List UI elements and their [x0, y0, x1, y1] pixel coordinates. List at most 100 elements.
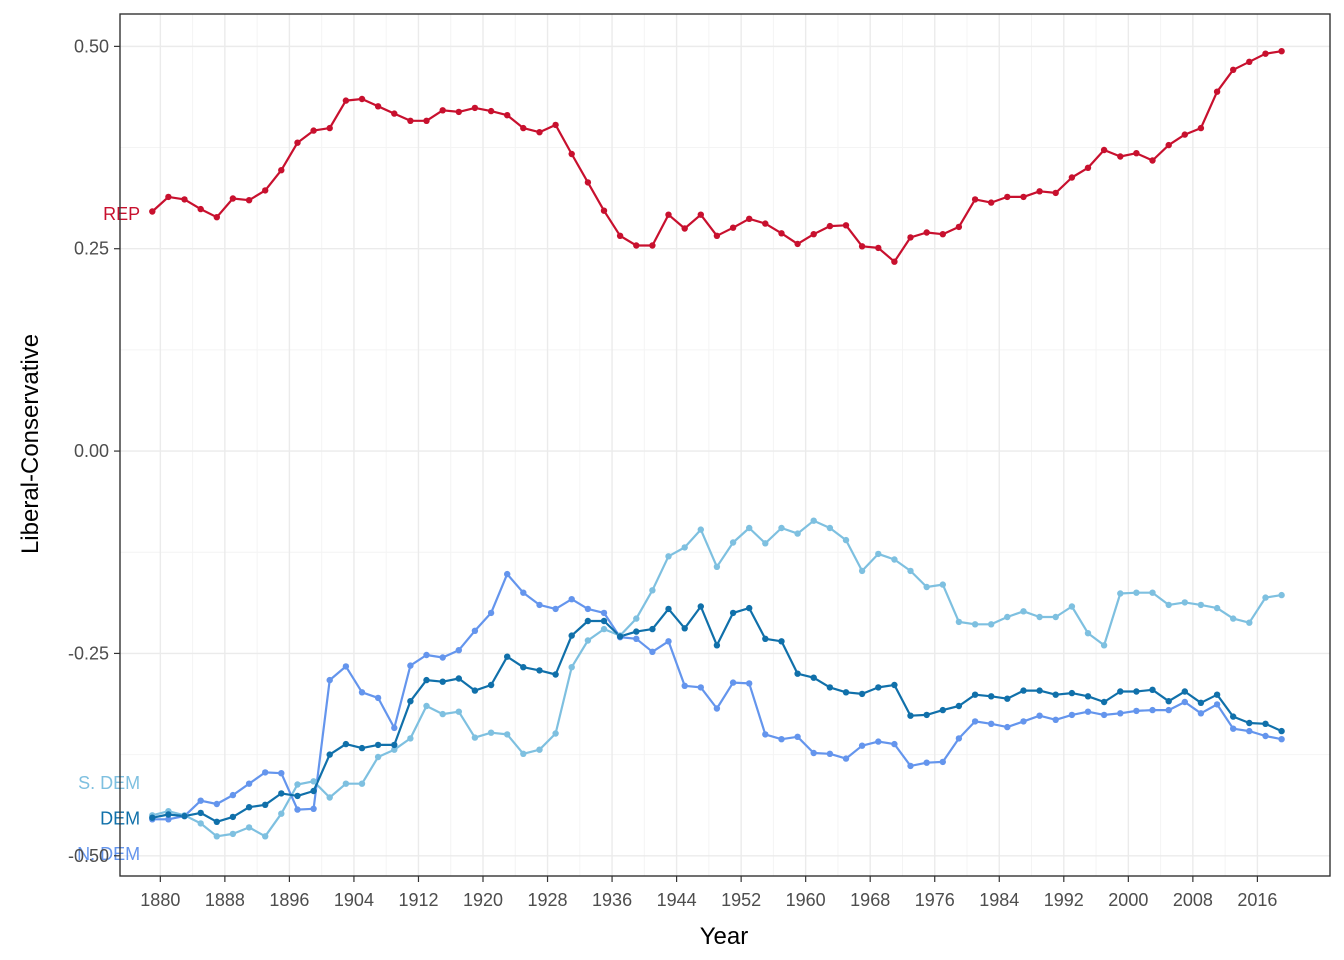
- data-point-rep: [971, 196, 979, 203]
- data-point-rep: [907, 234, 914, 241]
- data-point-rep: [181, 196, 188, 203]
- data-point-n-dem: [310, 805, 317, 812]
- data-point-dem: [1100, 698, 1108, 706]
- data-point-rep: [149, 208, 156, 215]
- series-label-rep: REP: [103, 204, 140, 224]
- data-point-rep: [294, 139, 301, 146]
- data-point-rep: [342, 97, 350, 104]
- data-point-n-dem: [971, 718, 979, 725]
- data-point-s-dem: [955, 618, 963, 626]
- data-point-rep: [1036, 188, 1043, 195]
- data-point-dem: [229, 813, 237, 821]
- data-point-dem: [455, 675, 462, 682]
- data-point-dem: [778, 638, 785, 645]
- y-tick-label: -0.50: [68, 846, 109, 866]
- data-point-s-dem: [229, 830, 237, 838]
- data-point-s-dem: [1230, 615, 1237, 622]
- data-point-dem: [504, 653, 511, 660]
- data-point-n-dem: [455, 647, 462, 654]
- x-tick-label: 1992: [1044, 890, 1084, 910]
- data-point-s-dem: [439, 710, 446, 718]
- data-point-rep: [1052, 189, 1059, 197]
- data-point-rep: [713, 232, 721, 239]
- data-point-rep: [310, 127, 317, 134]
- data-point-s-dem: [1133, 589, 1140, 596]
- panel-border: [119, 13, 1331, 877]
- data-point-s-dem: [697, 526, 704, 533]
- data-point-n-dem: [1181, 698, 1189, 706]
- data-point-s-dem: [245, 824, 253, 831]
- data-point-s-dem: [455, 708, 462, 715]
- data-point-dem: [1052, 691, 1059, 698]
- data-point-n-dem: [923, 759, 930, 766]
- data-point-n-dem: [471, 627, 479, 634]
- data-point-s-dem: [584, 637, 592, 644]
- x-tick-label: 1896: [269, 890, 309, 910]
- data-point-dem: [1117, 688, 1124, 695]
- x-axis-title: Year: [700, 923, 749, 950]
- data-point-s-dem: [471, 734, 479, 741]
- data-point-rep: [939, 231, 946, 238]
- data-point-n-dem: [810, 749, 817, 757]
- data-point-dem: [1020, 687, 1027, 694]
- data-point-n-dem: [165, 816, 172, 823]
- data-point-s-dem: [1117, 590, 1124, 597]
- data-point-dem: [197, 809, 204, 817]
- grid-lines: [120, 14, 1330, 876]
- data-point-dem: [262, 801, 269, 808]
- data-point-dem: [826, 684, 834, 691]
- data-point-n-dem: [875, 738, 882, 745]
- data-point-n-dem: [552, 605, 559, 613]
- data-point-n-dem: [326, 676, 333, 684]
- data-point-s-dem: [1004, 613, 1011, 621]
- data-point-rep: [1020, 193, 1027, 201]
- data-point-s-dem: [1036, 613, 1043, 621]
- data-point-rep: [504, 112, 511, 119]
- data-point-n-dem: [842, 755, 850, 762]
- data-point-dem: [358, 744, 366, 752]
- data-point-rep: [423, 117, 430, 125]
- data-point-s-dem: [278, 810, 285, 817]
- data-point-rep: [1246, 58, 1253, 65]
- data-point-s-dem: [746, 524, 753, 532]
- data-point-s-dem: [1213, 604, 1221, 612]
- data-point-n-dem: [213, 800, 220, 808]
- data-point-n-dem: [1149, 706, 1156, 714]
- data-point-dem: [165, 811, 172, 818]
- data-point-rep: [923, 229, 930, 236]
- data-point-n-dem: [294, 806, 301, 813]
- data-point-n-dem: [713, 705, 721, 712]
- data-point-s-dem: [907, 567, 914, 575]
- data-point-rep: [536, 129, 543, 136]
- data-point-dem: [891, 681, 898, 689]
- data-point-s-dem: [487, 729, 495, 736]
- data-point-dem: [713, 642, 721, 649]
- data-point-n-dem: [1246, 727, 1253, 735]
- data-point-s-dem: [197, 820, 204, 827]
- data-point-dem: [407, 698, 414, 705]
- data-point-rep: [842, 222, 850, 229]
- data-point-n-dem: [1213, 701, 1221, 708]
- data-point-dem: [1230, 713, 1237, 720]
- data-point-rep: [278, 167, 285, 174]
- data-point-dem: [939, 706, 946, 714]
- data-point-s-dem: [826, 524, 834, 532]
- data-point-n-dem: [504, 570, 511, 578]
- data-point-n-dem: [746, 680, 753, 687]
- x-tick-label: 1960: [786, 890, 826, 910]
- data-point-dem: [729, 609, 737, 617]
- data-point-rep: [1262, 50, 1269, 57]
- data-point-rep: [245, 197, 253, 204]
- data-point-n-dem: [1004, 723, 1011, 731]
- data-point-s-dem: [1278, 591, 1285, 599]
- data-point-s-dem: [1197, 601, 1205, 609]
- data-point-n-dem: [536, 601, 543, 609]
- data-point-n-dem: [1133, 707, 1140, 715]
- data-point-s-dem: [778, 524, 785, 532]
- x-tick-label: 2016: [1237, 890, 1277, 910]
- data-point-n-dem: [858, 742, 866, 749]
- data-point-rep: [229, 195, 237, 202]
- data-point-dem: [842, 689, 850, 696]
- data-point-rep: [407, 117, 414, 125]
- series-points: [149, 48, 1285, 840]
